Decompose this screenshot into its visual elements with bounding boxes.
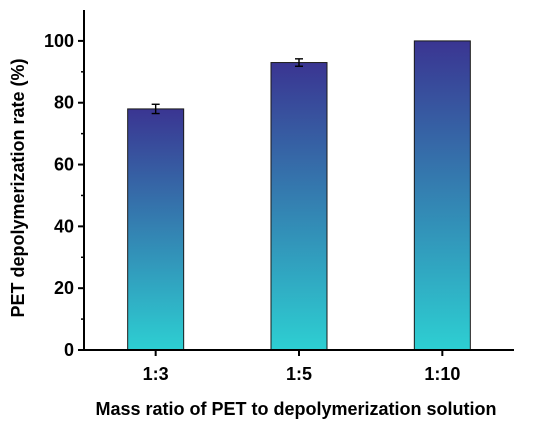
x-axis-title: Mass ratio of PET to depolymerization so… xyxy=(95,399,496,419)
bar-1-3 xyxy=(127,108,185,351)
y-tick-label: 80 xyxy=(54,93,74,113)
y-tick-label: 0 xyxy=(64,340,74,360)
error-bars-layer xyxy=(151,58,303,115)
bar-1-10 xyxy=(413,40,471,351)
axes-layer xyxy=(78,10,514,356)
tick-labels-layer: 1:3 1:5 1:10 0 20 40 60 80 100 xyxy=(44,31,460,384)
x-tick-label: 1:5 xyxy=(286,364,312,384)
y-tick-label: 40 xyxy=(54,216,74,236)
error-bar-1-3 xyxy=(151,103,160,115)
y-tick-label: 100 xyxy=(44,31,74,51)
y-tick-label: 60 xyxy=(54,155,74,175)
x-tick-label: 1:10 xyxy=(424,364,460,384)
bars-layer xyxy=(127,40,471,351)
x-tick-label: 1:3 xyxy=(143,364,169,384)
bar-1-5 xyxy=(270,62,328,351)
y-axis-title: PET depolymerization rate (%) xyxy=(8,58,28,317)
y-tick-label: 20 xyxy=(54,278,74,298)
error-bar-1-5 xyxy=(295,58,303,67)
